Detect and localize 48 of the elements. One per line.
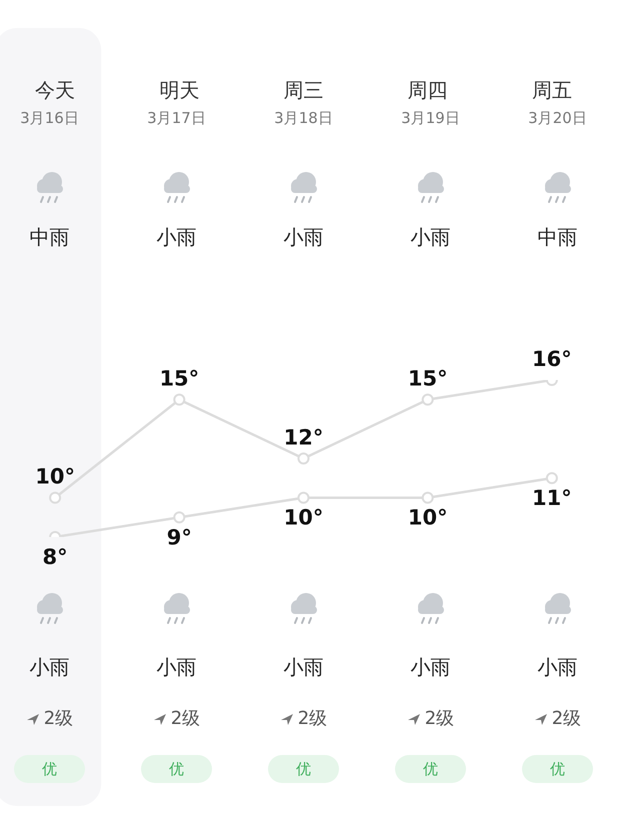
text: 小雨 (538, 654, 578, 681)
text: 2级 (170, 707, 200, 731)
text: 中雨 (30, 224, 70, 251)
text: 3月17日 (147, 108, 206, 129)
text: 小雨 (156, 224, 196, 251)
text: 3月20日 (528, 108, 587, 129)
point (173, 511, 186, 524)
point (298, 452, 310, 464)
x-tick-label: 今天 (35, 78, 76, 102)
text: 2级 (424, 707, 454, 731)
text: 3月19日 (401, 108, 460, 129)
x-tick-label: 周三 (284, 78, 324, 102)
text: 小雨 (410, 224, 450, 251)
point (49, 492, 62, 504)
point (422, 492, 434, 504)
badge-pill: 优 (395, 755, 466, 783)
text: 小雨 (30, 654, 70, 681)
point (173, 394, 186, 406)
x-tick-label: 周四 (408, 78, 448, 102)
data-label: 16° (532, 346, 572, 371)
data-label: 10° (284, 506, 324, 530)
text: 2级 (552, 707, 582, 731)
badge-pill: 优 (268, 755, 339, 783)
badge-pill: 优 (522, 755, 593, 783)
data-label: 15° (159, 366, 200, 391)
point (298, 492, 310, 504)
text: 小雨 (410, 654, 450, 681)
text: 3月16日 (20, 108, 79, 129)
text: 小雨 (284, 224, 324, 251)
data-label: 15° (408, 366, 448, 391)
text: 3月18日 (274, 108, 333, 129)
data-label: 11° (532, 486, 572, 510)
text: 中雨 (538, 224, 578, 251)
point (546, 472, 558, 484)
text: 2级 (44, 707, 74, 731)
x-tick-label: 周五 (532, 78, 572, 102)
data-label: 12° (284, 425, 324, 450)
text: 2级 (298, 707, 328, 731)
point (422, 394, 434, 406)
text: 小雨 (156, 654, 196, 681)
badge-pill: 优 (14, 755, 85, 783)
data-label: 10° (35, 464, 75, 489)
data-label: 10° (408, 506, 448, 530)
data-label: 8° (42, 544, 68, 569)
badge-pill: 优 (141, 755, 212, 783)
data-label: 9° (166, 525, 192, 550)
x-tick-label: 明天 (159, 78, 200, 102)
text: 小雨 (284, 654, 324, 681)
